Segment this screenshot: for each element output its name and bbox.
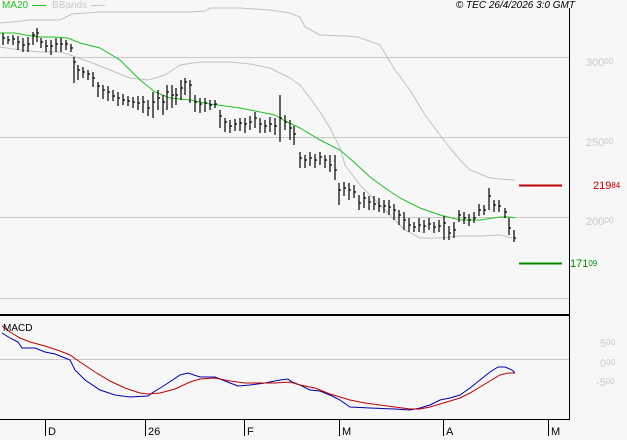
price-axis-label-250: 25000 xyxy=(586,137,613,149)
support-level-label: 17109 xyxy=(570,258,597,270)
legend-item-ma20: MA20 xyxy=(2,0,47,11)
x-axis-label-26: 26 xyxy=(148,426,161,438)
macd-axis-label-dec: 00 xyxy=(605,377,615,386)
price-gridlines xyxy=(0,57,569,299)
macd-panel-title: MACD xyxy=(3,323,33,334)
macd-axis-label-dec: 00 xyxy=(606,338,616,347)
price-axis-label-int: 200 xyxy=(586,216,605,228)
macd-axis-label-5: 500 xyxy=(600,338,615,350)
macd-axis-label-0: 000 xyxy=(600,358,615,370)
macd-axis-label-int: 0 xyxy=(600,358,607,370)
resistance-level-label: 21984 xyxy=(593,180,620,192)
resistance-level-int: 219 xyxy=(593,180,612,192)
x-axis-label-dec: D xyxy=(48,426,56,438)
macd-axis-label-neg5: -500 xyxy=(596,377,615,389)
macd-axis-label-int: 5 xyxy=(600,338,607,350)
support-level-int: 171 xyxy=(570,258,589,270)
price-bars xyxy=(2,28,516,242)
price-axis-label-int: 250 xyxy=(586,137,605,149)
support-level-dec: 09 xyxy=(588,259,598,268)
price-axis-label-dec: 00 xyxy=(604,57,614,66)
x-axis-label-apr: A xyxy=(446,426,454,438)
macd-axis-label-int: -5 xyxy=(596,377,606,389)
x-axis-label-feb: F xyxy=(247,426,254,438)
price-axis-label-dec: 00 xyxy=(604,137,614,146)
bollinger-bands xyxy=(0,7,515,239)
price-axis-label-300: 30000 xyxy=(586,57,613,69)
macd-line xyxy=(1,332,516,411)
x-axis-label-mar: M xyxy=(342,426,352,438)
bband-lower-line xyxy=(0,46,513,239)
x-axis-label-may: M xyxy=(551,426,561,438)
legend-swatch-ma20 xyxy=(32,5,47,6)
legend-item-bbands: BBands xyxy=(52,0,106,11)
price-axis-label-int: 300 xyxy=(586,57,605,69)
resistance-level-dec: 84 xyxy=(611,181,621,190)
legend-label-bbands: BBands xyxy=(52,0,88,11)
price-axis-label-dec: 00 xyxy=(604,216,614,225)
legend-label-ma20: MA20 xyxy=(2,0,29,11)
macd-signal-line xyxy=(1,325,515,410)
ma20-line xyxy=(0,32,516,221)
x-axis-ticks xyxy=(45,420,549,436)
macd-axis-label-dec: 00 xyxy=(606,358,616,367)
copyright-timestamp: © TEC 26/4/2026 3:0 GMT xyxy=(455,0,575,11)
chart-legend: MA20 BBands xyxy=(2,0,106,11)
legend-swatch-bbands xyxy=(91,5,106,6)
price-axis-label-200: 20000 xyxy=(586,216,613,228)
bband-upper-line xyxy=(0,7,515,181)
